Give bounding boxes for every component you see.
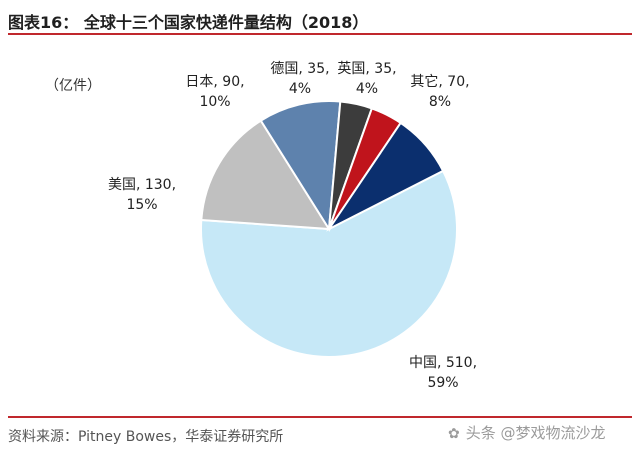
watermark-text: 头条 @梦戏物流沙龙 xyxy=(465,424,606,442)
slice-label-其它: 其它, 70, 8% xyxy=(410,73,469,110)
slice-label-中国: 中国, 510, 59% xyxy=(409,355,477,391)
figure-title: 图表16： 全球十三个国家快递件量结构（2018） xyxy=(8,13,369,32)
slice-label-英国: 英国, 35, 4% xyxy=(337,60,396,97)
source-note: 资料来源：Pitney Bowes，华泰证券研究所 xyxy=(8,429,284,445)
watermark: ✿ 头条 @梦戏物流沙龙 xyxy=(448,422,606,443)
pie-slice-其它 xyxy=(326,121,445,232)
slice-label-德国: 德国, 35, 4% xyxy=(270,61,329,97)
bottom-divider xyxy=(8,416,632,418)
pie-slice-日本 xyxy=(259,100,342,233)
wechat-icon: ✿ xyxy=(448,426,460,442)
pie-slice-美国 xyxy=(200,119,331,231)
pie-slice-中国 xyxy=(200,169,458,358)
slice-label-美国: 美国, 130, 15% xyxy=(108,177,176,213)
slice-label-日本: 日本, 90, 10% xyxy=(185,74,244,110)
figure-header: 图表16： 全球十三个国家快递件量结构（2018） xyxy=(0,0,640,34)
top-divider xyxy=(8,33,632,35)
unit-label: （亿件） xyxy=(45,78,101,94)
